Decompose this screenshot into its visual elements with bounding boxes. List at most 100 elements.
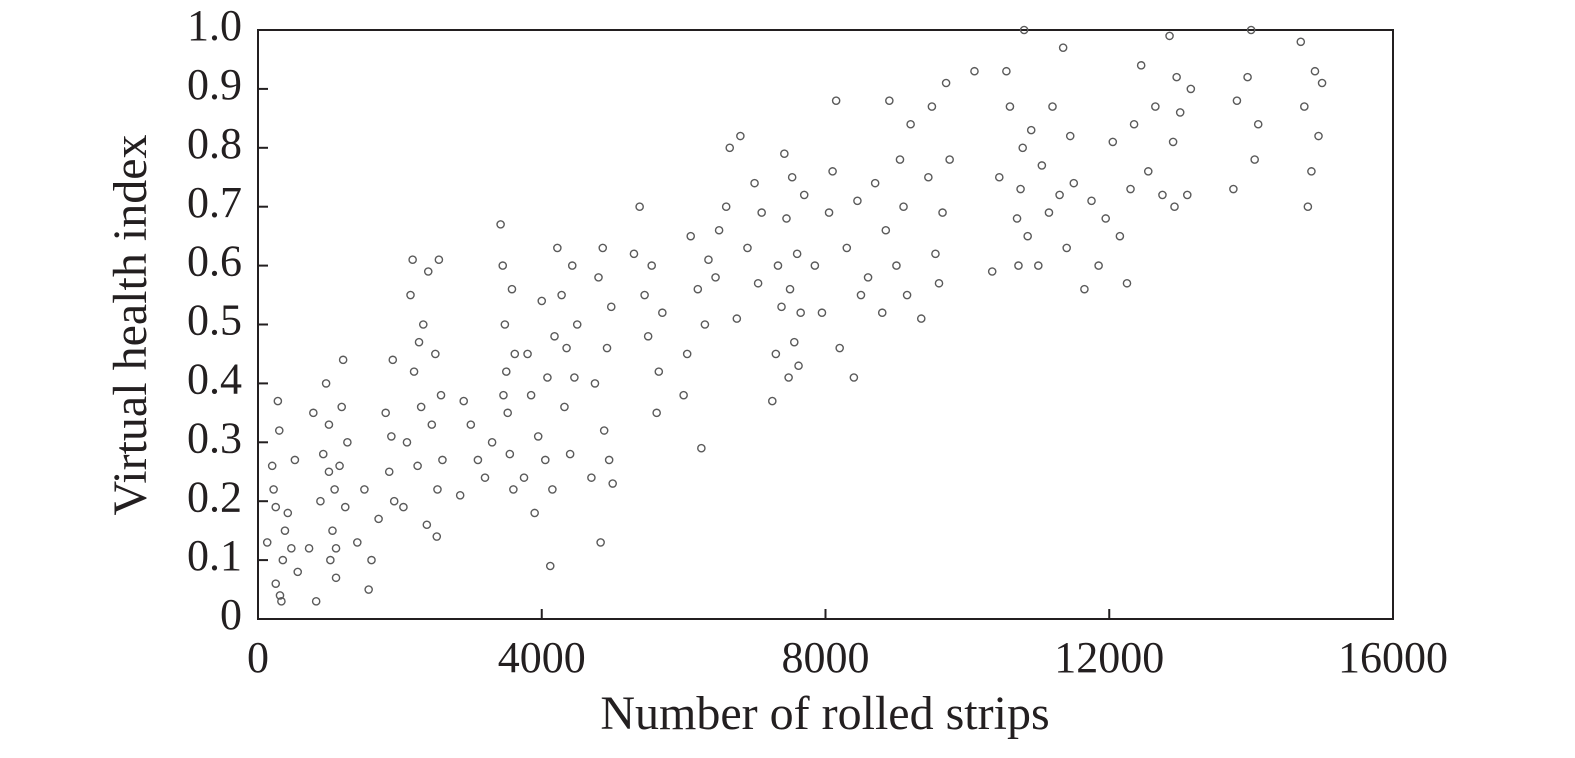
point [387, 432, 396, 441]
point [267, 461, 277, 471]
point [697, 443, 706, 453]
point [278, 555, 288, 565]
x-tick-label: 8000 [782, 633, 870, 682]
point [427, 420, 437, 429]
point [1012, 214, 1022, 223]
point [1080, 284, 1089, 294]
point [906, 119, 915, 129]
point [530, 508, 539, 518]
point [682, 349, 692, 359]
point [1058, 43, 1068, 52]
point [1168, 137, 1178, 147]
point [340, 502, 350, 512]
point [714, 225, 724, 235]
point [1165, 31, 1174, 41]
point [934, 278, 944, 288]
point [1307, 167, 1316, 176]
point [388, 355, 398, 365]
point [757, 208, 766, 217]
y-tick-label: 0 [220, 590, 242, 639]
point [548, 485, 557, 494]
point [938, 208, 947, 217]
point [590, 379, 600, 388]
point [598, 243, 608, 253]
point [311, 597, 321, 606]
point [572, 320, 582, 329]
point [1002, 66, 1011, 76]
point [324, 420, 334, 429]
point [594, 273, 603, 282]
point [543, 373, 552, 382]
point [916, 314, 926, 323]
point [1055, 190, 1064, 200]
point [466, 420, 476, 429]
point [526, 390, 536, 400]
point [994, 172, 1004, 182]
point [274, 426, 284, 435]
point [941, 78, 951, 88]
point [679, 390, 688, 400]
point [750, 178, 759, 188]
point [853, 196, 862, 206]
point [828, 167, 837, 176]
point [416, 402, 426, 412]
point [275, 591, 285, 600]
point [1062, 243, 1071, 253]
point [459, 396, 469, 406]
point [835, 343, 844, 353]
point [545, 561, 555, 571]
point [1108, 137, 1118, 147]
point [316, 496, 325, 506]
y-tick-label: 0.7 [187, 178, 242, 227]
point [856, 290, 866, 300]
point [413, 461, 422, 471]
point [326, 555, 335, 565]
point [290, 455, 300, 465]
point [487, 437, 497, 447]
point [1034, 261, 1043, 270]
y-tick-label: 0.2 [187, 472, 242, 521]
point [753, 278, 763, 288]
point [537, 296, 547, 306]
point [924, 172, 933, 182]
point [324, 467, 334, 477]
point [1023, 231, 1032, 241]
point [945, 155, 954, 164]
point [1136, 61, 1146, 70]
point [1014, 261, 1023, 270]
point [507, 284, 517, 294]
point [693, 284, 703, 294]
point [550, 331, 559, 341]
point [892, 261, 901, 270]
point [1087, 196, 1096, 206]
point [1129, 119, 1139, 129]
point [519, 473, 529, 482]
x-axis-label: Number of rolled strips [600, 687, 1049, 740]
point [330, 485, 339, 494]
point [293, 567, 303, 577]
point [364, 585, 373, 594]
point [389, 496, 399, 506]
point [269, 485, 278, 494]
point [732, 314, 742, 323]
point [987, 267, 997, 276]
point [1005, 102, 1015, 111]
point [831, 96, 841, 105]
x-tick-label: 0 [247, 633, 269, 682]
point [500, 320, 510, 329]
point [304, 544, 314, 553]
point [773, 261, 783, 270]
point [455, 491, 465, 500]
point [771, 349, 781, 359]
point [422, 520, 432, 530]
point [863, 273, 873, 282]
point [1253, 119, 1263, 129]
point [331, 573, 341, 583]
point [273, 396, 283, 406]
point [810, 261, 820, 270]
point [824, 208, 834, 217]
x-tick-label: 16000 [1338, 633, 1448, 682]
point [287, 544, 296, 553]
point [725, 143, 735, 153]
